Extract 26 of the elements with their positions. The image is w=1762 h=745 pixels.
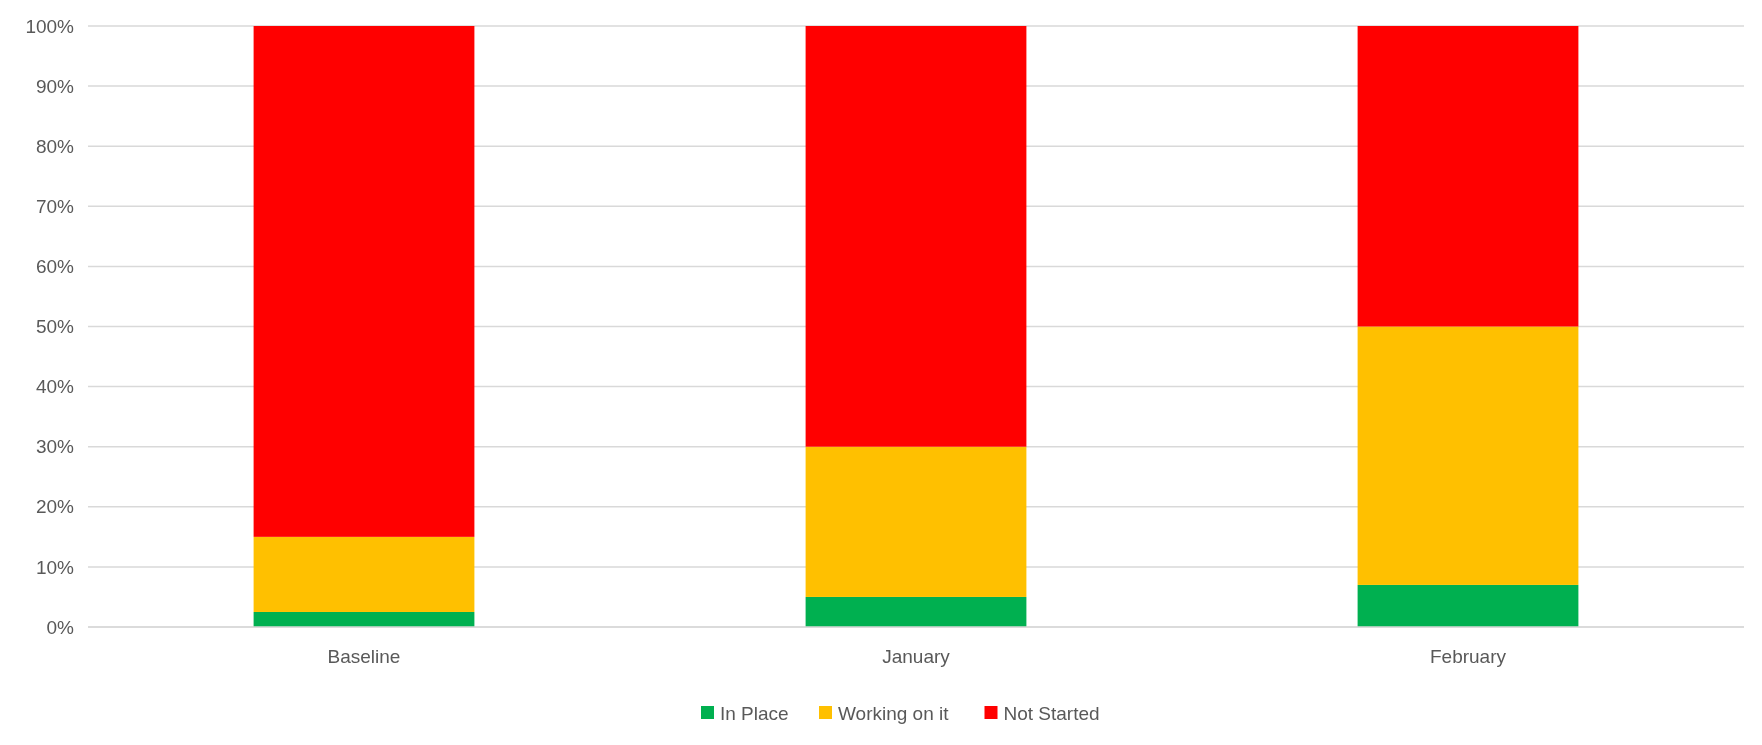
y-tick-label: 30% — [35, 436, 75, 458]
y-tick-label: 90% — [35, 75, 75, 97]
legend-label: In Place — [720, 702, 789, 724]
y-tick-label: 20% — [35, 496, 75, 518]
bar — [805, 26, 1027, 447]
x-tick-label: Baseline — [327, 646, 401, 667]
bar — [253, 611, 475, 627]
y-tick-label: 0% — [46, 616, 75, 638]
x-tick-label: February — [1429, 646, 1507, 667]
y-tick-label: 40% — [35, 376, 75, 398]
bar — [1357, 26, 1579, 327]
legend-label: Working on it — [838, 702, 950, 724]
bar — [805, 446, 1027, 597]
bar — [1357, 584, 1579, 627]
y-tick-label: 10% — [35, 556, 75, 578]
x-tick-label: January — [882, 646, 951, 667]
y-tick-label: 100% — [25, 15, 75, 37]
y-tick-label: 60% — [35, 256, 75, 278]
bar — [805, 596, 1027, 627]
bar — [253, 536, 475, 612]
y-tick-label: 80% — [35, 135, 75, 157]
y-tick-label: 50% — [35, 316, 75, 338]
legend-label: Not Started — [1003, 702, 1100, 724]
y-tick-label: 70% — [35, 195, 75, 217]
bar — [253, 26, 475, 537]
bar — [1357, 326, 1579, 585]
